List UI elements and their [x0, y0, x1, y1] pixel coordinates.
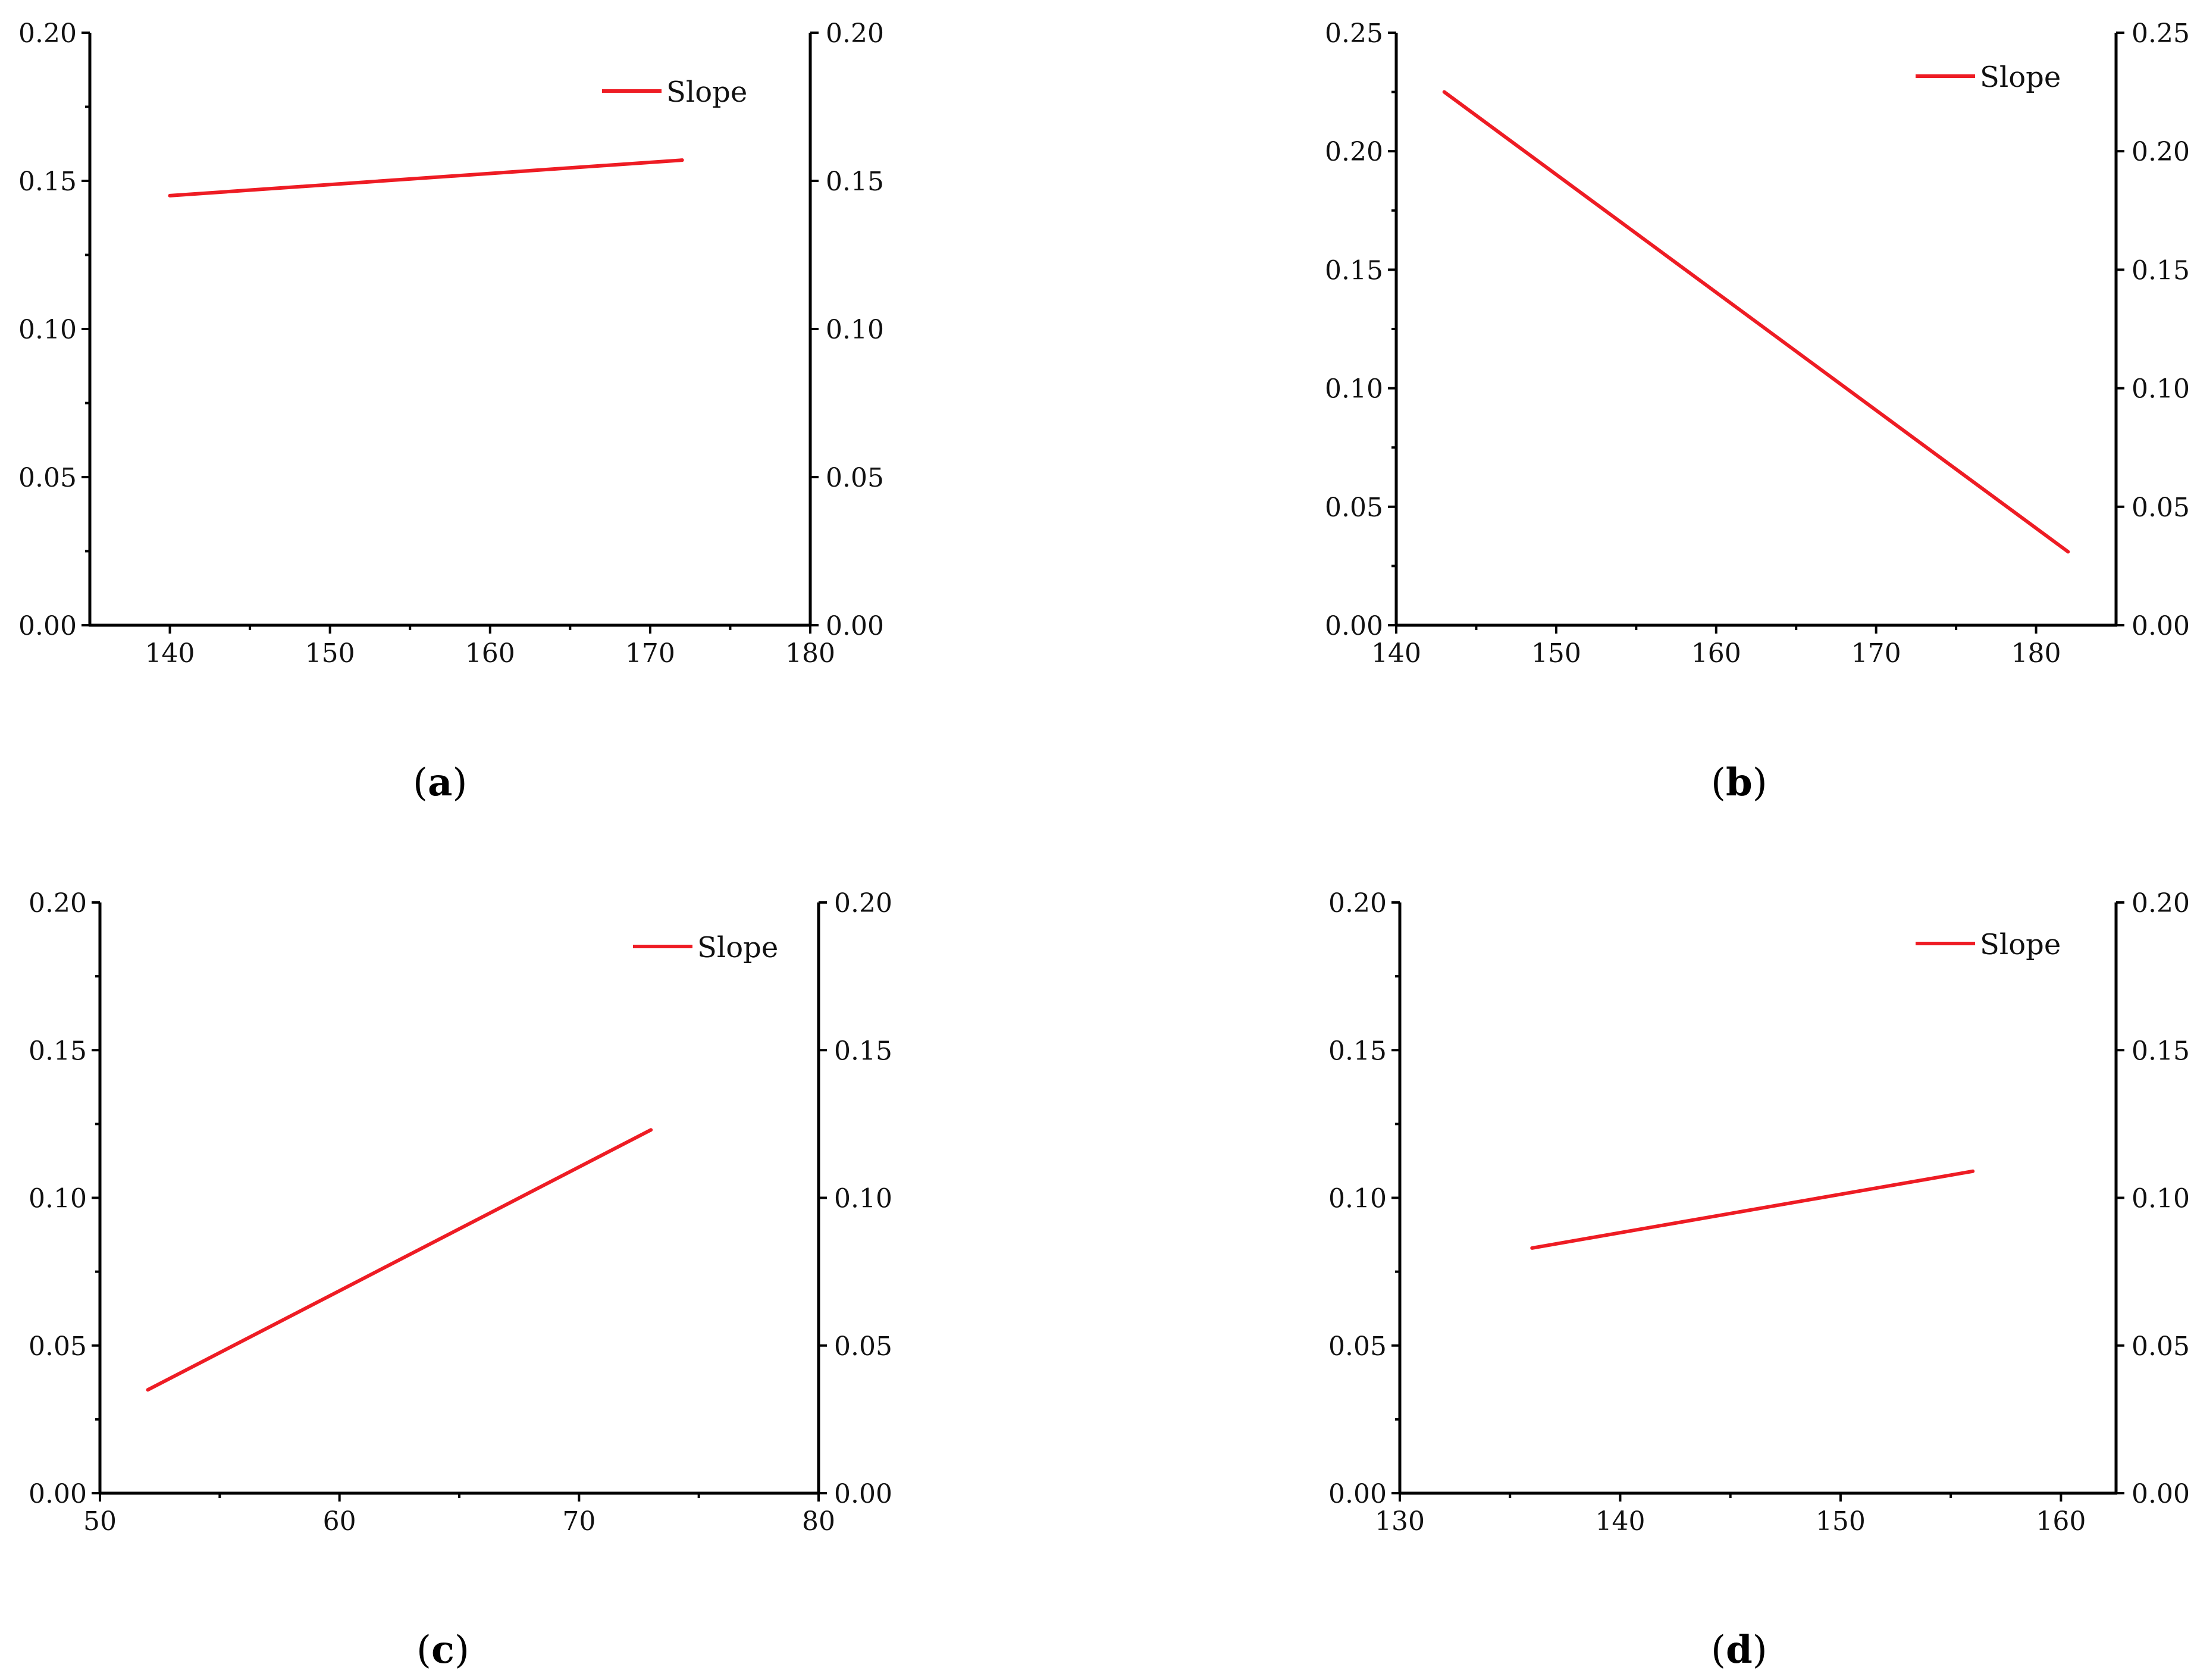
y-tick-label-left-c: 0.10	[29, 1184, 87, 1214]
x-tick-label-b: 160	[1691, 638, 1741, 669]
x-tick-label-c: 70	[562, 1506, 595, 1537]
y-tick-label-left-b: 0.00	[1325, 611, 1383, 641]
y-tick-label-left-b: 0.10	[1325, 374, 1383, 405]
y-tick-label-left-d: 0.05	[1328, 1331, 1387, 1362]
y-tick-label-left-d: 0.10	[1328, 1184, 1387, 1214]
y-tick-label-right-b: 0.25	[2132, 18, 2190, 49]
y-tick-label-left-b: 0.25	[1325, 18, 1383, 49]
y-tick-label-right-d: 0.05	[2132, 1331, 2190, 1362]
series-line-d-0	[1530, 1169, 1975, 1250]
y-tick-label-right-a: 0.10	[826, 315, 884, 345]
x-tick-label-d: 140	[1595, 1506, 1645, 1537]
x-tick-label-d: 130	[1375, 1506, 1425, 1537]
legend-c: Slope	[633, 931, 778, 964]
y-tick-label-left-c: 0.15	[29, 1036, 87, 1066]
panel-label-d: (d)	[1711, 1628, 1767, 1672]
y-tick-label-right-d: 0.10	[2132, 1184, 2190, 1214]
x-tick-label-a: 180	[785, 638, 835, 669]
x-tick-label-a: 150	[305, 638, 355, 669]
y-tick-label-left-b: 0.15	[1325, 255, 1383, 286]
chart-panel-d: 130 140 150 160 0.00 0.00 0.05 0.05 0.10 0.10 0.15…	[1328, 888, 2190, 1537]
x-tick-label-c: 80	[802, 1506, 835, 1537]
y-tick-label-left-a: 0.20	[18, 18, 77, 49]
y-tick-label-left-c: 0.20	[29, 888, 87, 919]
y-tick-label-left-d: 0.15	[1328, 1036, 1387, 1066]
y-tick-label-left-b: 0.05	[1325, 493, 1383, 523]
panel-label-c: (c)	[416, 1628, 469, 1672]
y-tick-label-left-d: 0.00	[1328, 1479, 1387, 1509]
y-tick-label-left-b: 0.20	[1325, 137, 1383, 167]
y-tick-label-left-c: 0.00	[29, 1479, 87, 1509]
y-tick-label-right-d: 0.15	[2132, 1036, 2190, 1066]
series-line-b-0	[1442, 90, 2070, 554]
y-tick-label-left-d: 0.20	[1328, 888, 1387, 919]
x-tick-label-d: 160	[2036, 1506, 2086, 1537]
x-tick-label-a: 160	[465, 638, 515, 669]
y-tick-label-right-b: 0.00	[2132, 611, 2190, 641]
legend-a: Slope	[602, 76, 747, 109]
legend-label-a: Slope	[666, 76, 747, 109]
y-tick-label-left-a: 0.00	[18, 611, 77, 641]
y-tick-label-right-b: 0.15	[2132, 255, 2190, 286]
x-tick-label-d: 150	[1816, 1506, 1866, 1537]
y-tick-label-right-a: 0.00	[826, 611, 884, 641]
legend-label-c: Slope	[697, 931, 778, 964]
y-tick-label-left-c: 0.05	[29, 1331, 87, 1362]
y-tick-label-right-c: 0.00	[834, 1479, 892, 1509]
panel-label-b: (b)	[1711, 760, 1767, 805]
panel-label-a: (a)	[413, 760, 468, 805]
y-tick-label-right-a: 0.05	[826, 463, 884, 493]
y-tick-label-left-a: 0.15	[18, 167, 77, 197]
x-tick-label-a: 140	[145, 638, 195, 669]
legend-label-b: Slope	[1980, 61, 2061, 94]
x-tick-label-a: 170	[625, 638, 675, 669]
y-tick-label-right-c: 0.05	[834, 1331, 892, 1362]
y-tick-label-right-c: 0.20	[834, 888, 892, 919]
x-tick-label-b: 140	[1371, 638, 1421, 669]
chart-panel-c: 50 60 70 800.00 0.000.05 0.050.10 0.100.15 0.15…	[29, 888, 892, 1537]
y-tick-label-right-a: 0.20	[826, 18, 884, 49]
y-tick-label-right-a: 0.15	[826, 167, 884, 197]
y-tick-label-left-a: 0.10	[18, 315, 77, 345]
legend-b: Slope	[1916, 61, 2061, 94]
series-line-a-0	[168, 158, 684, 198]
y-tick-label-right-b: 0.05	[2132, 493, 2190, 523]
y-tick-label-right-b: 0.10	[2132, 374, 2190, 405]
legend-label-d: Slope	[1980, 928, 2061, 961]
y-tick-label-right-b: 0.20	[2132, 137, 2190, 167]
y-tick-label-right-d: 0.20	[2132, 888, 2190, 919]
x-tick-label-c: 50	[83, 1506, 117, 1537]
y-tick-label-left-a: 0.05	[18, 463, 77, 493]
chart-panel-b: 140 150 160 170 180 0.00 0.00 0.05 0.05 0.10 0.10 0…	[1325, 18, 2190, 669]
series-line-c-0	[146, 1128, 653, 1392]
x-tick-label-b: 170	[1851, 638, 1901, 669]
x-tick-label-b: 180	[2011, 638, 2061, 669]
x-tick-label-c: 60	[323, 1506, 356, 1537]
y-tick-label-right-c: 0.15	[834, 1036, 892, 1066]
y-tick-label-right-d: 0.00	[2132, 1479, 2190, 1509]
x-tick-label-b: 150	[1531, 638, 1581, 669]
y-tick-label-right-c: 0.10	[834, 1184, 892, 1214]
legend-d: Slope	[1916, 928, 2061, 961]
